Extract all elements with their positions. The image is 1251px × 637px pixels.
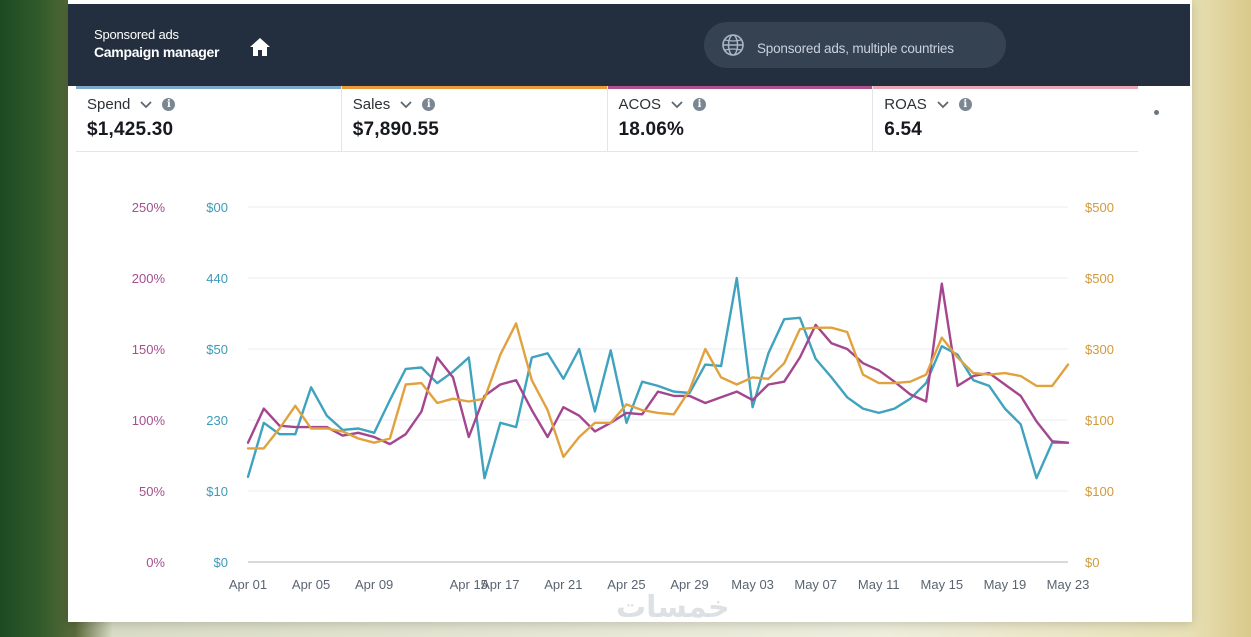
info-icon[interactable]: i — [958, 98, 972, 111]
x-tick-label: Apr 25 — [607, 577, 645, 592]
metric-label-acos: ACOS — [618, 96, 662, 113]
metric-summary-strip: Spend i $1,425.30 Sales i $7,890.55 ACOS… — [76, 86, 1138, 152]
metric-stripe-roas — [873, 86, 1138, 89]
metric-card-spend[interactable]: Spend i $1,425.30 — [76, 86, 342, 152]
chevron-down-icon[interactable] — [937, 100, 949, 109]
metric-value-sales: $7,890.55 — [352, 119, 440, 140]
country-selector-label: Sponsored ads, multiple countries — [757, 40, 954, 56]
app-header: Sponsored ads Campaign manager Sponsored… — [68, 4, 1190, 86]
y-tick-label-spend: 230 — [206, 413, 228, 428]
y-tick-label-sales: $500 — [1085, 200, 1114, 215]
chart-series — [246, 276, 1070, 480]
chevron-down-icon[interactable] — [140, 100, 153, 109]
metric-card-sales[interactable]: Sales i $7,890.55 — [341, 86, 608, 152]
metric-value-roas: 6.54 — [884, 119, 923, 140]
x-tick-label: Apr 05 — [292, 577, 330, 592]
x-tick-label: May 11 — [858, 577, 900, 592]
x-tick-label: May 23 — [1047, 577, 1090, 592]
app-title[interactable]: Sponsored ads Campaign manager — [94, 26, 219, 61]
y-tick-label-spend: 440 — [206, 271, 228, 286]
chart-grid — [248, 206, 1068, 563]
chevron-down-icon[interactable] — [671, 100, 683, 109]
y-tick-label-sales: $500 — [1085, 271, 1114, 286]
y-tick-label-spend: $00 — [206, 200, 228, 215]
x-tick-label: Apr 17 — [481, 577, 519, 592]
y-tick-label-spend: $50 — [206, 342, 228, 357]
metric-value-acos: 18.06% — [618, 119, 685, 140]
info-icon[interactable]: i — [422, 98, 436, 111]
metric-card-roas[interactable]: ROAS i 6.54 — [873, 86, 1138, 152]
info-icon[interactable]: i — [162, 98, 176, 111]
campaign-dashboard-panel: Sponsored ads Campaign manager Sponsored… — [68, 0, 1192, 625]
metric-stripe-spend — [76, 86, 341, 89]
y-tick-label-sales: $300 — [1085, 342, 1114, 357]
x-tick-label: May 15 — [921, 577, 964, 592]
y-tick-label-spend: $0 — [214, 555, 228, 570]
home-icon[interactable] — [249, 37, 271, 57]
y-tick-label-spend: $10 — [206, 484, 228, 499]
x-tick-label: May 07 — [794, 577, 837, 592]
metric-stripe-acos — [607, 86, 873, 89]
more-options-icon[interactable] — [1154, 110, 1159, 115]
y-tick-label-sales: $0 — [1085, 555, 1099, 570]
y-tick-label-sales: $100 — [1085, 484, 1114, 499]
x-tick-label: Apr 09 — [355, 577, 393, 592]
performance-line-chart: 0% $0 $0 50% $10 $100 100% 230 $100 150% $50 $300 20… — [132, 200, 1114, 592]
x-tick-label: Apr 21 — [544, 577, 582, 592]
app-title-line1: Sponsored ads — [94, 27, 179, 42]
y-tick-label-sales: $100 — [1085, 413, 1114, 428]
watermark-logo: خمسات — [616, 590, 730, 625]
y-tick-label-percent: 100% — [132, 413, 166, 428]
globe-icon — [722, 34, 744, 56]
metric-card-acos[interactable]: ACOS i 18.06% — [607, 86, 874, 152]
metric-stripe-sales — [341, 86, 607, 89]
series-line-3[interactable] — [246, 322, 1070, 459]
y-tick-label-percent: 200% — [132, 271, 166, 286]
y-tick-label-percent: 0% — [146, 555, 165, 570]
metric-label-sales: Sales — [352, 96, 391, 113]
app-title-line2: Campaign manager — [94, 44, 220, 60]
chevron-down-icon[interactable] — [400, 100, 412, 109]
x-tick-label: Apr 15 — [450, 577, 488, 592]
x-tick-label: Apr 01 — [229, 577, 267, 592]
x-tick-label: May 03 — [731, 577, 774, 592]
y-tick-label-percent: 150% — [132, 342, 166, 357]
metric-label-spend: Spend — [87, 96, 131, 113]
metric-label-roas: ROAS — [884, 96, 927, 113]
y-tick-label-percent: 50% — [139, 484, 165, 499]
y-tick-label-percent: 250% — [132, 200, 166, 215]
x-tick-label: May 19 — [984, 577, 1027, 592]
chart-axes: 0% $0 $0 50% $10 $100 100% 230 $100 150% $50 $300 20… — [132, 200, 1114, 592]
info-icon[interactable]: i — [693, 98, 707, 111]
x-tick-label: Apr 29 — [670, 577, 708, 592]
metric-value-spend: $1,425.30 — [87, 119, 174, 140]
country-selector[interactable]: Sponsored ads, multiple countries — [704, 22, 1006, 68]
